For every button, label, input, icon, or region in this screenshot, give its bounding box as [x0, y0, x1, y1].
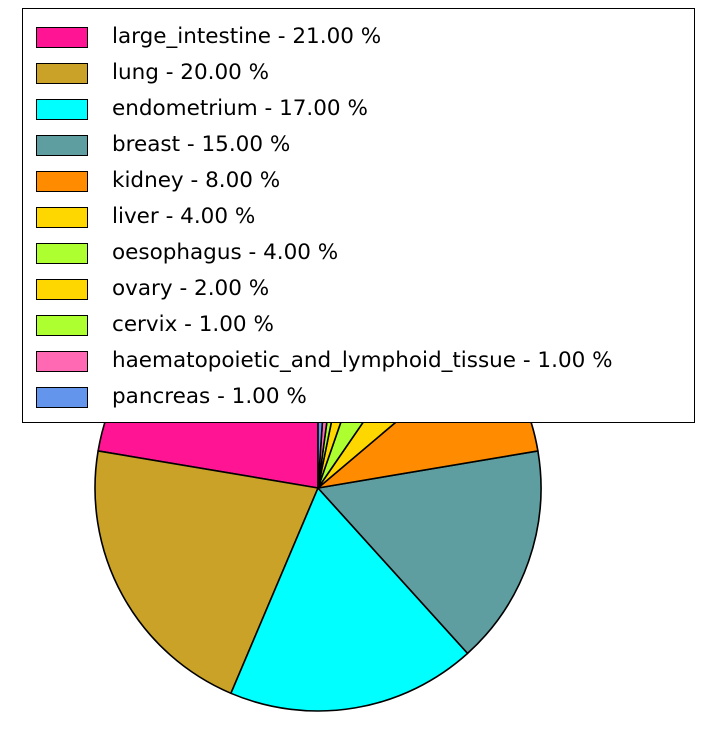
legend-entry-label: cervix - 1.00 %	[112, 312, 274, 338]
legend-color-swatch	[36, 314, 88, 336]
legend-entry-label: large_intestine - 21.00 %	[112, 24, 382, 50]
legend-entry[interactable]: large_intestine - 21.00 %	[23, 19, 694, 55]
legend-entry[interactable]: endometrium - 17.00 %	[23, 91, 694, 127]
chart-legend: large_intestine - 21.00 % lung - 20.00 % e…	[22, 8, 695, 423]
legend-color-swatch	[36, 134, 88, 156]
legend-entry[interactable]: cervix - 1.00 %	[23, 307, 694, 343]
legend-entry-label: haematopoietic_and_lymphoid_tissue - 1.0…	[112, 348, 613, 374]
legend-entry-list: large_intestine - 21.00 % lung - 20.00 % e…	[23, 19, 694, 415]
pie-slice[interactable]	[317, 450, 542, 655]
legend-entry[interactable]: liver - 4.00 %	[23, 199, 694, 235]
legend-color-swatch	[36, 278, 88, 300]
legend-color-swatch	[36, 26, 88, 48]
legend-color-swatch	[36, 350, 88, 372]
legend-entry[interactable]: oesophagus - 4.00 %	[23, 235, 694, 271]
legend-entry-label: lung - 20.00 %	[112, 60, 270, 86]
legend-entry-label: oesophagus - 4.00 %	[112, 240, 339, 266]
legend-entry-label: breast - 15.00 %	[112, 132, 291, 158]
legend-entry[interactable]: pancreas - 1.00 %	[23, 379, 694, 415]
legend-color-swatch	[36, 386, 88, 408]
legend-entry-label: liver - 4.00 %	[112, 204, 256, 230]
legend-entry[interactable]: ovary - 2.00 %	[23, 271, 694, 307]
legend-entry-label: kidney - 8.00 %	[112, 168, 281, 194]
pie-slice[interactable]	[94, 450, 319, 695]
legend-color-swatch	[36, 206, 88, 228]
legend-color-swatch	[36, 242, 88, 264]
legend-color-swatch	[36, 62, 88, 84]
pie-slice[interactable]	[230, 487, 469, 712]
legend-entry-label: ovary - 2.00 %	[112, 276, 270, 302]
legend-entry[interactable]: haematopoietic_and_lymphoid_tissue - 1.0…	[23, 343, 694, 379]
legend-entry-label: endometrium - 17.00 %	[112, 96, 368, 122]
legend-entry[interactable]: breast - 15.00 %	[23, 127, 694, 163]
legend-entry-label: pancreas - 1.00 %	[112, 384, 307, 410]
legend-color-swatch	[36, 98, 88, 120]
legend-color-swatch	[36, 170, 88, 192]
legend-entry[interactable]: lung - 20.00 %	[23, 55, 694, 91]
legend-entry[interactable]: kidney - 8.00 %	[23, 163, 694, 199]
